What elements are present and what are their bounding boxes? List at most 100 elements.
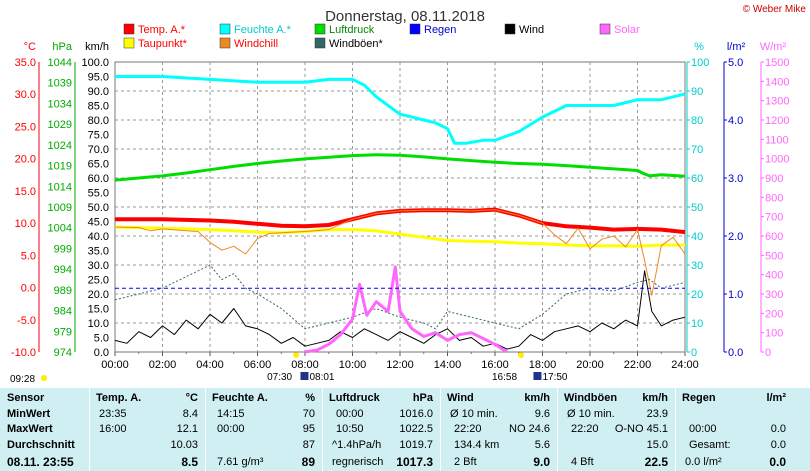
- sunset-icon-marker: [533, 372, 542, 380]
- temp-axis-tick-label: 35.0: [15, 57, 36, 69]
- chart-axes: 00:00 02:00 04:00 06:00 08:00 10:00 12:00 14:00…: [10, 41, 789, 385]
- copyright-text: © Weber Mike: [743, 4, 807, 15]
- pressure-forecast: regnerisch: [332, 456, 384, 468]
- legend-label: Feuchte A.*: [234, 24, 292, 36]
- pressure-axis-tick-label: 1009: [48, 202, 72, 214]
- pressure-axis-tick-label: 1044: [48, 57, 72, 69]
- sunset-icon-label: 17:50: [542, 372, 567, 383]
- wind-unit: km/h: [524, 392, 550, 404]
- humidity-axis-unit: %: [694, 41, 704, 53]
- rain-column: Regen l/m² 00:00 0.0 Gesamt: 0.0 0.0 l/m…: [675, 388, 793, 471]
- wind-min-label: Ø 10 min.: [450, 408, 498, 420]
- chart-title: Donnerstag, 08.11.2018: [325, 8, 485, 25]
- legend-label: Wind: [519, 24, 544, 36]
- sensor-column: Sensor MinWert MaxWert Durchschnitt 08.1…: [0, 388, 89, 471]
- humidity-max-time: 00:00: [217, 423, 245, 435]
- gust-min: 23.9: [646, 408, 668, 420]
- wind-axis-tick-label: 40.0: [88, 231, 109, 243]
- temp-min: 8.4: [182, 408, 198, 420]
- legend-swatch: [504, 23, 516, 35]
- rain-header: Regen: [682, 392, 716, 404]
- x-tick-label: 06:00: [244, 359, 272, 371]
- pressure-axis-tick-label: 1024: [48, 140, 72, 152]
- current-datetime: 08.11. 23:55: [7, 455, 74, 469]
- gust-max: O-NO 45.1: [614, 423, 668, 435]
- rain-axis-tick-label: 2.0: [728, 231, 743, 243]
- wind-axis-tick-label: 100.0: [81, 57, 109, 69]
- wind-max: NO 24.6: [509, 423, 550, 435]
- gust-header: Windböen: [564, 392, 618, 404]
- rain-total: 0.0: [770, 439, 786, 451]
- legend-label: Regen: [424, 24, 456, 36]
- humidity-axis-tick-label: 80: [691, 115, 703, 127]
- solar-axis-tick-label: 1000: [765, 154, 789, 166]
- wind-axis-tick-label: 50.0: [88, 202, 109, 214]
- rain-axis-tick-label: 3.0: [728, 173, 743, 185]
- pressure-axis-tick-label: 989: [54, 285, 72, 297]
- legend-swatch: [599, 23, 611, 35]
- solar-axis-unit: W/m²: [760, 41, 787, 53]
- pressure-max: 1022.5: [399, 423, 433, 435]
- wind-avg: 5.6: [534, 439, 550, 451]
- pressure-unit: hPa: [412, 392, 433, 404]
- pressure-axis-tick-label: 999: [54, 243, 72, 255]
- series-windb-en: [114, 264, 686, 330]
- wind-current: 9.0: [533, 455, 550, 469]
- rain-unit: l/m²: [766, 392, 786, 404]
- pressure-axis-tick-label: 1019: [48, 161, 72, 173]
- rain-max: 0.0: [770, 423, 786, 435]
- x-tick-label: 10:00: [339, 359, 367, 371]
- sunset-marker: [518, 352, 525, 358]
- humidity-avg: 87: [302, 439, 315, 451]
- wind-max-time: 22:20: [454, 423, 482, 435]
- x-tick-label: 18:00: [529, 359, 557, 371]
- pressure-current: 1017.3: [396, 455, 433, 469]
- temp-max: 12.1: [176, 423, 198, 435]
- gust-min-label: Ø 10 min.: [567, 408, 615, 420]
- gust-column: Windböen km/h Ø 10 min. 23.9 22:20 O-NO …: [557, 388, 675, 471]
- solar-axis-tick-label: 0: [765, 347, 771, 359]
- temp-min-time: 23:35: [99, 408, 127, 420]
- wind-axis-tick-label: 5.0: [94, 333, 109, 345]
- x-tick-label: 24:00: [671, 359, 699, 371]
- temp-unit: °C: [185, 392, 198, 404]
- solar-axis-tick-label: 500: [765, 250, 783, 262]
- pressure-axis-tick-label: 974: [54, 347, 72, 359]
- wind-axis-tick-label: 90.0: [88, 86, 109, 98]
- legend-label: Temp. A.*: [138, 24, 186, 36]
- humidity-header: Feuchte A.: [212, 392, 268, 404]
- pressure-axis-tick-label: 984: [54, 306, 72, 318]
- wind-axis-tick-label: 15.0: [88, 304, 109, 316]
- pressure-trend: ^1.4hPa/h: [332, 439, 382, 451]
- solar-axis-tick-label: 200: [765, 308, 783, 320]
- pressure-axis-tick-label: 979: [54, 326, 72, 338]
- humidity-axis-tick-label: 10: [691, 318, 703, 330]
- pressure-axis-tick-label: 1004: [48, 223, 72, 235]
- wind-axis-unit: km/h: [85, 41, 109, 53]
- wind-axis-tick-label: 60.0: [88, 173, 109, 185]
- x-tick-label: 12:00: [386, 359, 414, 371]
- wind-axis-tick-label: 85.0: [88, 101, 109, 113]
- humidity-unit: %: [305, 392, 315, 404]
- rain-axis-unit: l/m²: [727, 41, 746, 53]
- solar-axis-tick-label: 1200: [765, 115, 789, 127]
- sunset-label: 16:58: [492, 372, 517, 383]
- humidity-min: 70: [302, 408, 315, 420]
- wind-axis-tick-label: 30.0: [88, 260, 109, 272]
- min-row-label: MinWert: [7, 408, 51, 420]
- humidity-axis-tick-label: 0: [691, 347, 697, 359]
- x-tick-label: 02:00: [149, 359, 177, 371]
- rain-axis-tick-label: 0.0: [728, 347, 743, 359]
- pressure-axis-tick-label: 1029: [48, 119, 72, 131]
- wind-axis-tick-label: 25.0: [88, 275, 109, 287]
- sunrise-marker: [293, 352, 300, 358]
- pressure-axis-tick-label: 1034: [48, 98, 72, 110]
- wind-axis-tick-label: 75.0: [88, 130, 109, 142]
- series-feuchte-a: [115, 75, 686, 145]
- weather-chart: Donnerstag, 08.11.2018 © Weber Mike Temp…: [10, 4, 807, 385]
- legend-label: Windböen*: [329, 38, 384, 50]
- humidity-axis-tick-label: 40: [691, 231, 703, 243]
- series-solar: [304, 265, 508, 354]
- legend-label: Windchill: [234, 38, 278, 50]
- pressure-axis-tick-label: 1014: [48, 181, 72, 193]
